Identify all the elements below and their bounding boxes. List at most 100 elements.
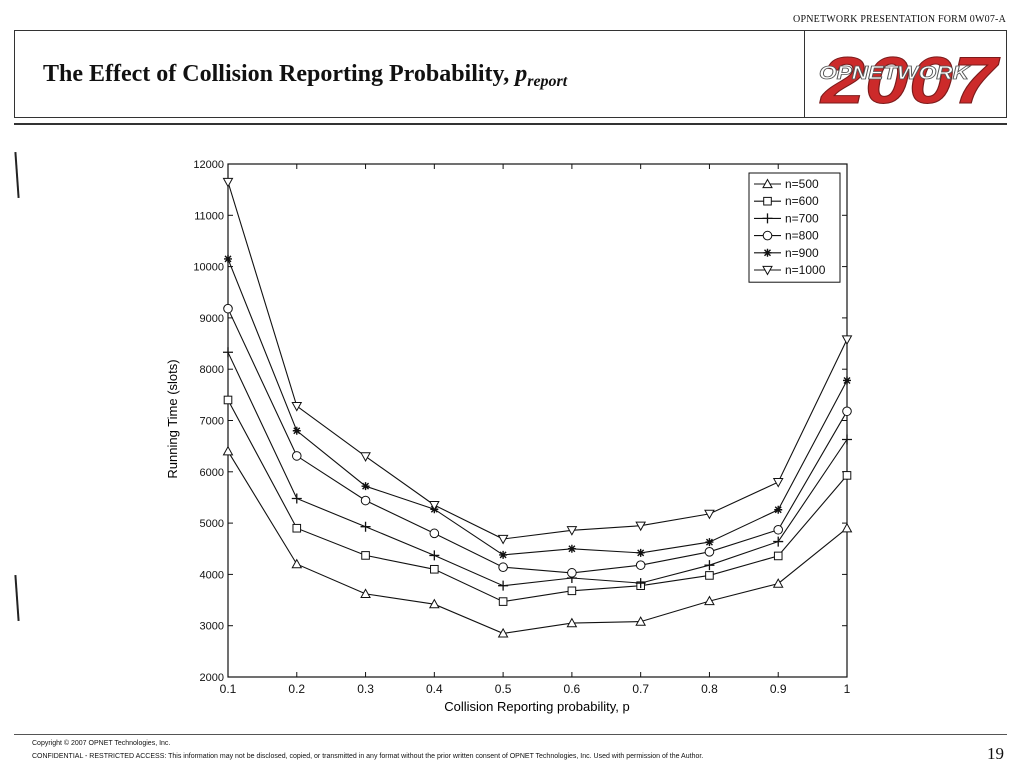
- legend-marker: [762, 265, 773, 276]
- legend-label: n=1000: [785, 263, 826, 277]
- data-point: [223, 347, 233, 358]
- data-point: [841, 335, 853, 345]
- series-line: [227, 451, 848, 634]
- data-point: [773, 524, 784, 535]
- series-n-700: [223, 347, 852, 591]
- y-tick-label: 12000: [193, 159, 224, 171]
- x-tick-label: 0.6: [564, 682, 581, 696]
- data-point: [497, 627, 509, 638]
- data-point: [291, 451, 302, 461]
- series-n-900: [224, 254, 851, 559]
- form-label: OPNETWORK PRESENTATION FORM 0W07-A: [793, 14, 1006, 25]
- data-point: [499, 550, 508, 559]
- x-tick-label: 0.2: [288, 682, 305, 696]
- data-point: [567, 586, 577, 596]
- logo-year: 2007: [819, 43, 1001, 109]
- x-tick-label: 1: [844, 682, 851, 696]
- data-point: [567, 568, 577, 578]
- y-tick-label: 9000: [200, 313, 224, 325]
- legend-marker: [763, 248, 772, 257]
- legend-label: n=900: [785, 246, 819, 260]
- data-point: [361, 482, 370, 491]
- series-n-800: [223, 303, 852, 578]
- chart-axes: 2000 3000 4000 5000 6000 7000 8000 9000 10000 110…: [193, 159, 850, 696]
- series-n-600: [223, 395, 852, 606]
- series-line: [227, 258, 848, 556]
- x-tick-label: 0.3: [357, 682, 374, 696]
- data-point: [498, 597, 508, 606]
- series-line: [227, 352, 848, 587]
- legend-entry: n=600: [754, 194, 819, 208]
- title-divider: [804, 31, 805, 117]
- y-tick-label: 4000: [200, 569, 224, 581]
- data-point: [635, 578, 646, 589]
- edge-mark-upper: [14, 151, 20, 199]
- x-tick-label: 0.8: [701, 682, 718, 696]
- data-point: [360, 521, 371, 532]
- legend-marker: [762, 213, 773, 224]
- x-tick-label: 0.1: [220, 682, 237, 696]
- data-point: [842, 471, 852, 480]
- edge-mark-lower: [14, 574, 20, 622]
- data-point: [498, 562, 508, 573]
- data-point: [430, 564, 439, 574]
- data-point: [222, 177, 234, 188]
- data-point: [224, 254, 232, 263]
- data-point: [361, 551, 370, 560]
- legend-label: n=500: [785, 177, 819, 191]
- x-axis-label: Collision Reporting probability, p: [444, 699, 629, 714]
- data-point: [843, 376, 851, 385]
- copyright-text: Copyright © 2007 OPNET Technologies, Inc…: [32, 740, 171, 747]
- data-point: [772, 477, 784, 488]
- data-point: [566, 617, 578, 628]
- data-point: [291, 402, 303, 412]
- legend-box: [748, 172, 841, 283]
- data-point: [842, 406, 852, 417]
- legend-label: n=800: [785, 229, 819, 243]
- data-point: [222, 445, 234, 456]
- data-point: [360, 495, 371, 506]
- data-point: [291, 558, 303, 569]
- data-point: [773, 536, 784, 547]
- x-tick-label: 0.5: [495, 682, 512, 696]
- series-line: [227, 399, 848, 603]
- slide-title: The Effect of Collision Reporting Probab…: [43, 61, 567, 90]
- y-axis-label: Running Time (slots): [165, 359, 180, 478]
- data-point: [635, 560, 646, 570]
- data-point: [429, 550, 440, 561]
- data-point: [497, 534, 509, 545]
- x-tick-label: 0.7: [632, 682, 649, 696]
- data-point: [428, 501, 440, 511]
- y-tick-label: 10000: [193, 262, 224, 274]
- y-tick-label: 2000: [200, 672, 224, 684]
- legend-marker: [762, 178, 773, 189]
- data-point: [635, 521, 647, 532]
- y-tick-label: 8000: [200, 364, 224, 376]
- data-point: [292, 426, 301, 435]
- footer-rule: [14, 734, 1007, 735]
- opnetwork-2007-logo: 2007 OPNETWORK: [818, 43, 1001, 110]
- chart-series: [222, 177, 853, 638]
- data-point: [704, 509, 715, 520]
- x-tick-label: 0.9: [770, 682, 787, 696]
- confidential-notice: CONFIDENTIAL - RESTRICTED ACCESS: This i…: [32, 753, 704, 760]
- x-tick-label: 0.4: [426, 682, 443, 696]
- chart-container: 2000 3000 4000 5000 6000 7000 8000 9000 10000 110…: [155, 150, 860, 720]
- series-n-1000: [222, 177, 853, 545]
- series-line: [227, 181, 848, 540]
- running-time-chart: 2000 3000 4000 5000 6000 7000 8000 9000 10000 110…: [165, 159, 853, 714]
- data-point: [636, 548, 645, 557]
- data-point: [704, 560, 715, 571]
- y-tick-label: 3000: [200, 621, 224, 633]
- legend-entry: n=1000: [754, 263, 826, 277]
- data-point: [774, 505, 783, 514]
- y-tick-label: 5000: [200, 518, 224, 530]
- data-point: [429, 528, 440, 539]
- logo-word: OPNETWORK: [819, 63, 972, 83]
- legend-marker: [762, 230, 773, 241]
- data-point: [772, 578, 784, 588]
- legend-entry: n=900: [754, 246, 819, 260]
- data-point: [360, 588, 371, 598]
- title-main: The Effect of Collision Reporting Probab…: [43, 61, 516, 87]
- y-tick-label: 6000: [200, 467, 224, 479]
